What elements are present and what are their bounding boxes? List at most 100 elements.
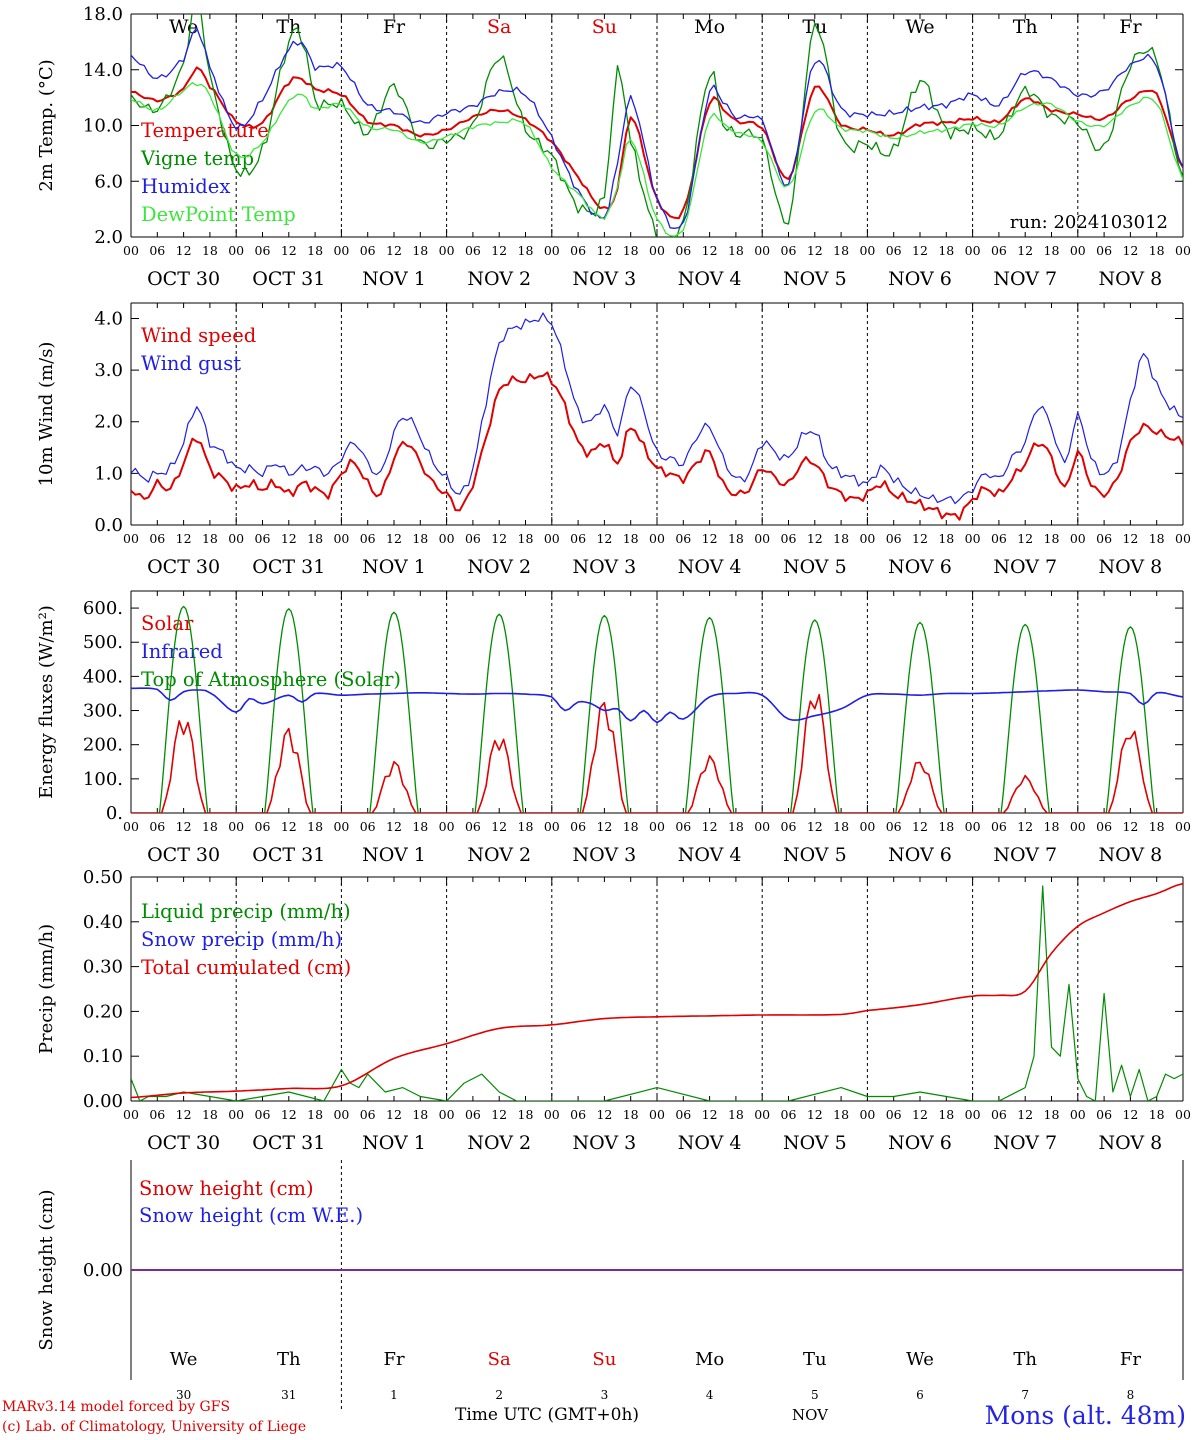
hour-tick-label: 00	[1175, 1107, 1191, 1122]
hour-tick-label: 12	[386, 531, 402, 546]
lab-credit: (c) Lab. of Climatology, University of L…	[2, 1419, 307, 1435]
hour-tick-label: 06	[675, 1107, 691, 1122]
day-label: NOV 5	[783, 556, 847, 578]
day-label: NOV 3	[573, 556, 637, 578]
hour-tick-label: 06	[255, 243, 271, 258]
hour-tick-label: 12	[491, 243, 507, 258]
hour-tick-label: 12	[807, 1107, 823, 1122]
hour-tick-label: 18	[833, 1107, 849, 1122]
y-tick-label: 0.50	[83, 867, 123, 888]
weekday-label-bottom: Th	[1013, 1349, 1037, 1370]
y-axis-label: Precip (mm/h)	[36, 924, 57, 1054]
hour-tick-label: 18	[518, 819, 534, 834]
hour-tick-label: 18	[412, 819, 428, 834]
hour-tick-label: 12	[1122, 531, 1138, 546]
hour-tick-label: 00	[123, 819, 139, 834]
legend-entry: Total cumulated (cm)	[141, 956, 351, 979]
hour-tick-label: 06	[465, 1107, 481, 1122]
hour-tick-label: 06	[1096, 243, 1112, 258]
y-tick-label: 600.	[83, 598, 123, 619]
cumulated-precip-line	[131, 882, 1183, 1099]
hour-tick-label: 00	[754, 819, 770, 834]
y-tick-label: 2.0	[94, 227, 123, 248]
hour-tick-label: 06	[465, 243, 481, 258]
hour-tick-label: 00	[859, 1107, 875, 1122]
y-tick-label: 0.30	[83, 957, 123, 978]
hour-tick-label: 12	[596, 243, 612, 258]
weekday-label-top: Th	[276, 16, 301, 38]
hour-tick-label: 00	[228, 531, 244, 546]
day-label: OCT 30	[147, 268, 220, 290]
weekday-label-top: Tu	[802, 16, 827, 38]
day-label: NOV 8	[1099, 268, 1163, 290]
hour-tick-label: 00	[859, 531, 875, 546]
hour-tick-label: 12	[596, 819, 612, 834]
weekday-label-top: Mo	[694, 16, 725, 38]
hour-tick-label: 18	[833, 819, 849, 834]
liquid-precip-line	[131, 885, 1183, 1101]
hour-tick-label: 00	[333, 531, 349, 546]
hour-tick-label: 00	[333, 1107, 349, 1122]
hour-tick-label: 12	[912, 819, 928, 834]
hour-tick-label: 00	[649, 819, 665, 834]
hour-tick-label: 18	[412, 1107, 428, 1122]
day-label: OCT 30	[147, 1132, 220, 1154]
hour-tick-label: 12	[702, 243, 718, 258]
hour-tick-label: 18	[938, 531, 954, 546]
hour-tick-label: 18	[728, 1107, 744, 1122]
weekday-label-top: Sa	[487, 16, 511, 38]
hour-tick-label: 12	[912, 243, 928, 258]
hour-tick-label: 00	[1175, 243, 1191, 258]
y-tick-label: 0.	[106, 803, 123, 824]
weekday-label-bottom: We	[170, 1349, 198, 1370]
day-label: NOV 1	[362, 1132, 426, 1154]
hour-tick-label: 18	[202, 531, 218, 546]
hour-tick-label: 12	[702, 1107, 718, 1122]
hour-tick-label: 12	[281, 819, 297, 834]
hour-tick-label: 12	[281, 243, 297, 258]
day-label: NOV 6	[888, 844, 952, 866]
wind-series-line	[131, 312, 1183, 505]
hour-tick-label: 00	[228, 819, 244, 834]
temp-series-line	[131, 27, 1183, 229]
hour-tick-label: 12	[807, 243, 823, 258]
hour-tick-label: 18	[728, 819, 744, 834]
hour-tick-label: 00	[1175, 819, 1191, 834]
legend-entry: Wind gust	[141, 352, 241, 375]
day-label: NOV 3	[573, 1132, 637, 1154]
day-number: 8	[1127, 1388, 1135, 1402]
hour-tick-label: 06	[991, 531, 1007, 546]
y-tick-label: 0.20	[83, 1001, 123, 1022]
hour-tick-label: 00	[649, 531, 665, 546]
hour-tick-label: 12	[596, 531, 612, 546]
hour-tick-label: 00	[754, 531, 770, 546]
hour-tick-label: 12	[912, 1107, 928, 1122]
run-label: run: 2024103012	[1010, 212, 1168, 233]
hour-tick-label: 06	[991, 243, 1007, 258]
hour-tick-label: 06	[1096, 1107, 1112, 1122]
hour-tick-label: 18	[938, 1107, 954, 1122]
day-label: NOV 6	[888, 556, 952, 578]
day-label: NOV 4	[678, 1132, 742, 1154]
y-tick-label: 10.0	[83, 116, 123, 137]
hour-tick-label: 06	[675, 243, 691, 258]
hour-tick-label: 00	[859, 819, 875, 834]
day-number: 31	[281, 1388, 296, 1402]
day-number: 7	[1021, 1388, 1029, 1402]
hour-tick-label: 12	[386, 243, 402, 258]
hour-tick-label: 06	[465, 819, 481, 834]
infrared-line	[131, 687, 1183, 724]
hour-tick-label: 12	[1017, 819, 1033, 834]
day-label: NOV 2	[467, 556, 531, 578]
hour-tick-label: 06	[360, 243, 376, 258]
hour-tick-label: 06	[781, 243, 797, 258]
hour-tick-label: 12	[386, 819, 402, 834]
day-label: NOV 7	[993, 556, 1057, 578]
weekday-label-top: Fr	[1119, 16, 1142, 38]
weekday-label-bottom: Sa	[488, 1349, 511, 1370]
hour-tick-label: 00	[1070, 531, 1086, 546]
hour-tick-label: 06	[149, 819, 165, 834]
hour-tick-label: 18	[202, 819, 218, 834]
hour-tick-label: 00	[439, 243, 455, 258]
